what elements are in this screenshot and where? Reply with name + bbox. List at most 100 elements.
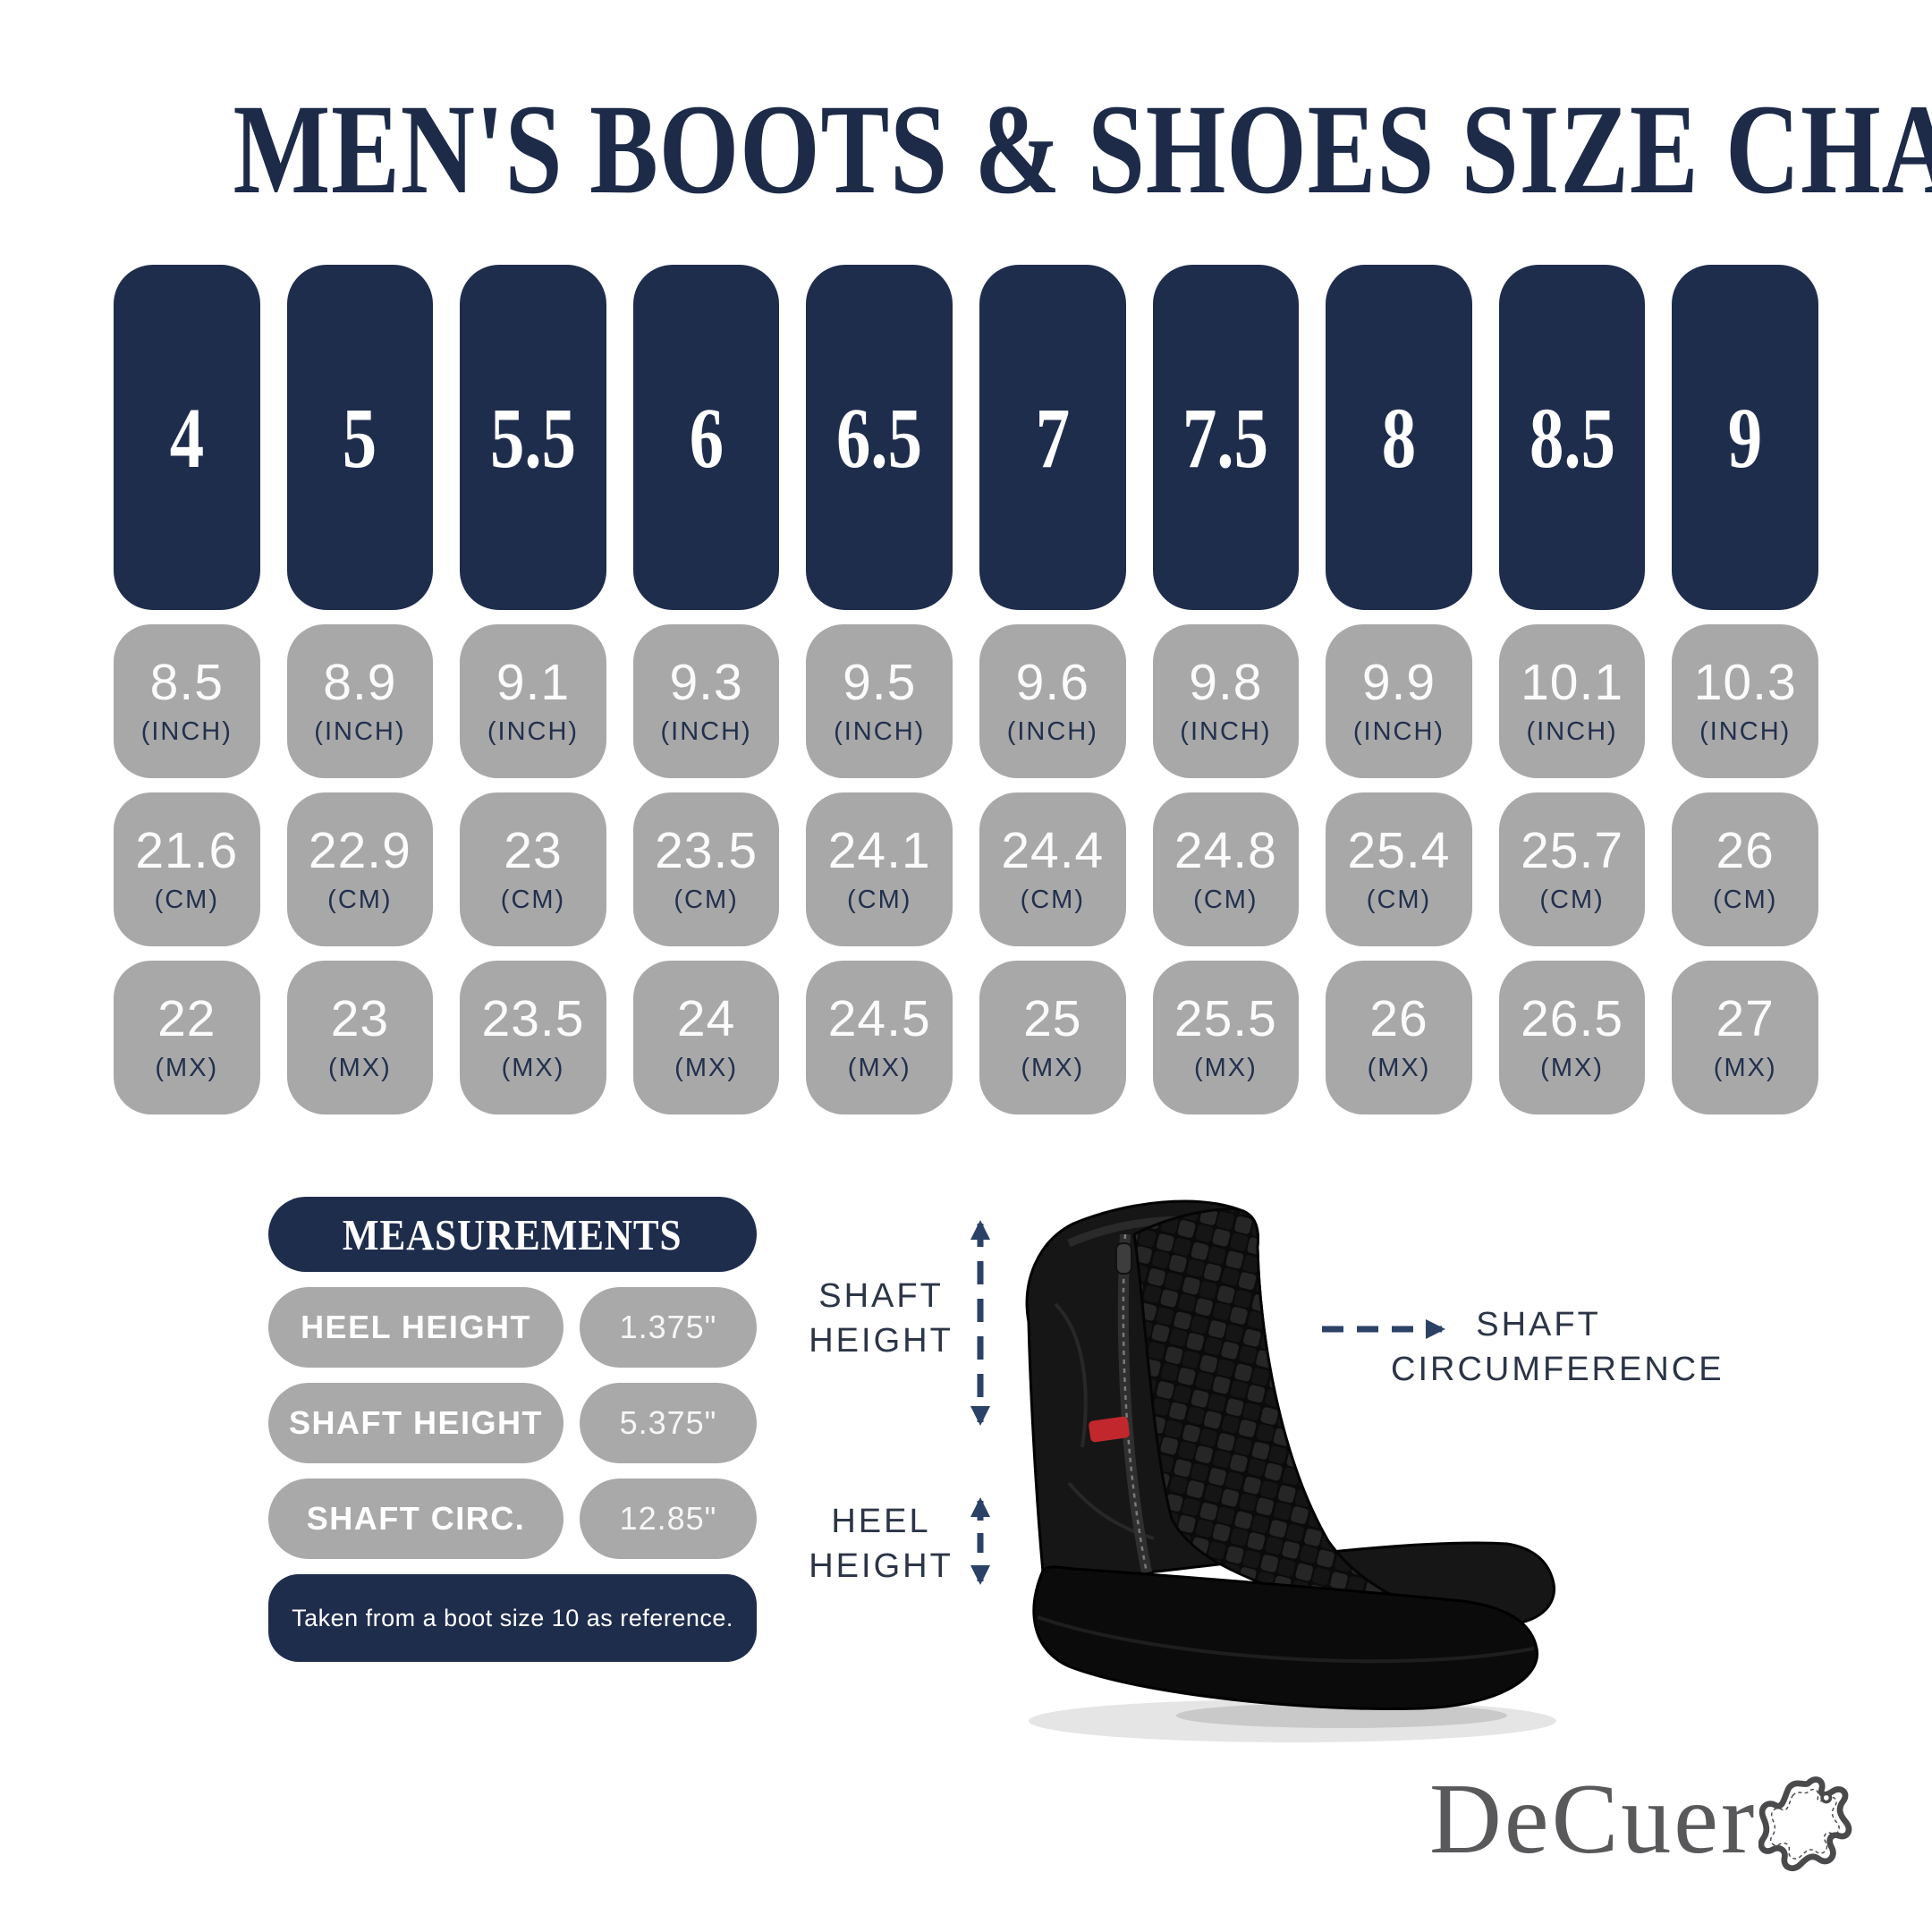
mx-cell: 24 (MX)	[632, 961, 780, 1114]
boot-red-tag	[1089, 1416, 1130, 1443]
unit-label: (CM)	[327, 886, 393, 914]
mx-cell: 24.5 (MX)	[806, 961, 953, 1114]
unit-label: (MX)	[1193, 1054, 1258, 1082]
cm-value: 24.1	[827, 822, 931, 879]
unit-label: (INCH)	[1006, 717, 1098, 746]
shaft-circumference-arrow-icon	[1322, 1319, 1445, 1339]
size-value: 7.5	[1182, 389, 1269, 486]
size-value: 8.5	[1529, 389, 1615, 486]
cm-cell: 24.4 (CM)	[979, 792, 1126, 946]
shaft-circ-label: SHAFT CIRC.	[268, 1479, 564, 1559]
mx-value: 26.5	[1521, 990, 1624, 1047]
size-header-cell: 5.5	[460, 265, 606, 610]
size-value: 8	[1381, 389, 1417, 486]
heel-height-annotation-line1: HEEL	[831, 1503, 931, 1540]
unit-label: (CM)	[1366, 886, 1432, 914]
boot-zipper	[1117, 1233, 1152, 1574]
unit-label: (CM)	[1539, 886, 1605, 914]
shaft-height-annotation-line2: HEIGHT	[809, 1322, 953, 1360]
size-value: 5	[343, 389, 377, 486]
cm-value: 25.7	[1521, 822, 1624, 879]
mx-value: 22	[157, 990, 216, 1047]
inch-cell: 9.9 (INCH)	[1326, 624, 1472, 778]
mx-value: 25.5	[1174, 990, 1277, 1047]
leather-hide-icon	[1758, 1776, 1852, 1872]
size-value: 9	[1727, 389, 1763, 486]
unit-label: (CM)	[1020, 886, 1085, 914]
cm-cell: 23 (CM)	[460, 792, 606, 946]
cm-cell: 25.4 (CM)	[1326, 792, 1472, 946]
size-value: 6	[689, 389, 724, 486]
cm-value: 24.8	[1174, 822, 1277, 879]
shaft-height-label: SHAFT HEIGHT	[268, 1383, 564, 1463]
shaft-height-annotation-line1: SHAFT	[818, 1277, 944, 1315]
unit-label: (MX)	[674, 1054, 738, 1082]
shaft-height-value: 5.375"	[580, 1383, 757, 1463]
inch-value: 8.9	[323, 654, 397, 711]
measurement-row: SHAFT CIRC. 12.85"	[268, 1479, 757, 1559]
size-value: 6.5	[836, 389, 923, 486]
size-value: 5.5	[489, 389, 576, 486]
inch-value: 10.1	[1521, 654, 1624, 711]
inch-cell: 9.8 (INCH)	[1152, 624, 1300, 778]
heel-height-annotation-line2: HEIGHT	[809, 1547, 953, 1585]
inch-value: 9.8	[1189, 654, 1263, 711]
mx-cell: 23.5 (MX)	[460, 961, 606, 1114]
mx-cell: 22 (MX)	[114, 961, 260, 1114]
shaft-circ-annotation-line1: SHAFT	[1476, 1306, 1601, 1343]
unit-label: (CM)	[1712, 886, 1778, 914]
size-header-cell: 8.5	[1498, 265, 1646, 610]
shaft-height-arrow-icon	[970, 1220, 990, 1426]
inch-cell: 10.3 (INCH)	[1672, 624, 1818, 778]
unit-label: (INCH)	[487, 717, 580, 746]
size-header-cell: 6.5	[806, 265, 953, 610]
mx-cell: 25 (MX)	[979, 961, 1126, 1114]
cm-value: 26	[1716, 822, 1775, 879]
mx-value: 26	[1369, 990, 1428, 1047]
mx-value: 27	[1716, 990, 1775, 1047]
shaft-circ-value: 12.85"	[580, 1479, 757, 1559]
unit-label: (INCH)	[1526, 717, 1618, 746]
inch-cell: 10.1 (INCH)	[1498, 624, 1646, 778]
measurements-panel: MEASUREMENTS HEEL HEIGHT 1.375" SHAFT HE…	[268, 1197, 757, 1662]
unit-label: (CM)	[154, 886, 219, 914]
heel-height-value: 1.375"	[580, 1287, 757, 1368]
unit-label: (CM)	[500, 886, 566, 914]
cm-cell: 23.5 (CM)	[632, 792, 780, 946]
shaft-height-annotation: SHAFT HEIGHT	[778, 1274, 984, 1363]
size-header-cell: 7.5	[1152, 265, 1300, 610]
page-title-text: MEN'S BOOTS & SHOES SIZE CHART	[233, 79, 1932, 221]
unit-label: (MX)	[1021, 1054, 1085, 1082]
inch-cell: 8.5 (INCH)	[114, 624, 260, 778]
measurements-header: MEASUREMENTS	[268, 1197, 757, 1272]
boot-sole	[1032, 1565, 1539, 1711]
size-header-cell: 7	[979, 265, 1126, 610]
unit-label: (INCH)	[1180, 717, 1272, 746]
unit-label: (CM)	[1193, 886, 1258, 914]
brand-logo: DeCuer	[1429, 1764, 1855, 1875]
heel-height-annotation: HEEL HEIGHT	[778, 1499, 984, 1589]
page-title: MEN'S BOOTS & SHOES SIZE CHART	[0, 82, 1932, 217]
measurements-note: Taken from a boot size 10 as reference.	[268, 1574, 757, 1662]
cm-value: 22.9	[308, 822, 411, 879]
cm-value: 23	[504, 822, 563, 879]
unit-label: (INCH)	[314, 717, 406, 746]
cm-cell: 25.7 (CM)	[1498, 792, 1646, 946]
unit-label: (MX)	[327, 1054, 392, 1082]
heel-height-label: HEEL HEIGHT	[268, 1287, 564, 1368]
inch-value: 8.5	[149, 654, 224, 711]
shaft-circumference-annotation: SHAFT CIRCUMFERENCE	[1391, 1302, 1722, 1392]
unit-label: (INCH)	[140, 717, 233, 746]
cm-value: 21.6	[135, 822, 239, 879]
brand-logo-text: DeCuer	[1429, 1764, 1758, 1875]
inch-cell: 9.3 (INCH)	[632, 624, 780, 778]
size-header-cell: 8	[1326, 265, 1472, 610]
size-header-cell: 5	[286, 265, 434, 610]
cm-cell: 24.1 (CM)	[806, 792, 953, 946]
cm-value: 23.5	[655, 822, 758, 879]
mx-cell: 26 (MX)	[1326, 961, 1472, 1114]
mx-cell: 27 (MX)	[1672, 961, 1818, 1114]
unit-label: (MX)	[847, 1054, 911, 1082]
unit-label: (INCH)	[1352, 717, 1445, 746]
mx-value: 23	[330, 990, 390, 1047]
